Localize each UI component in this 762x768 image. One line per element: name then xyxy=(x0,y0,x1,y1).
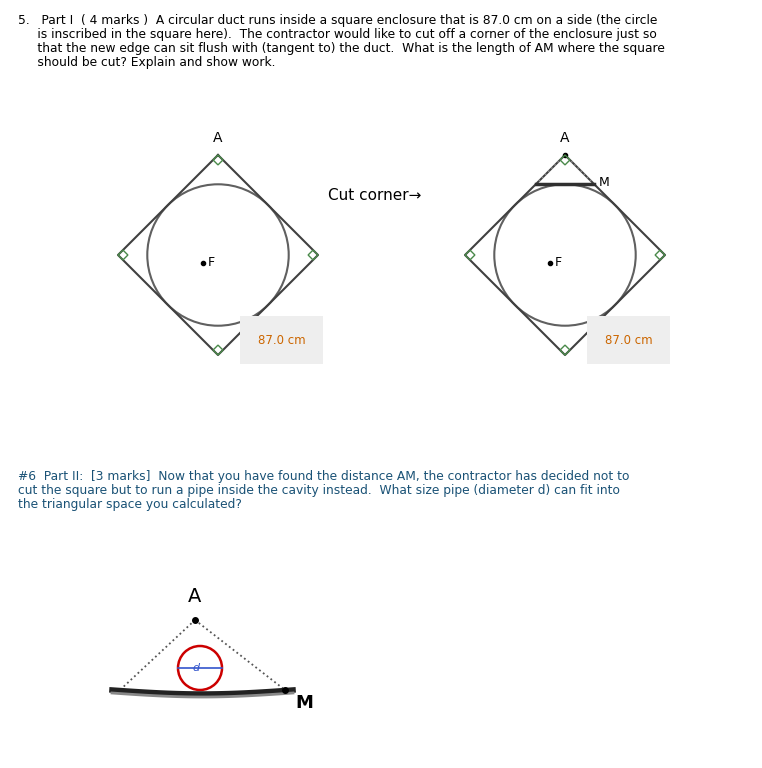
Text: 5.   Part I  ( 4 marks )  A circular duct runs inside a square enclosure that is: 5. Part I ( 4 marks ) A circular duct ru… xyxy=(18,14,658,27)
Text: that the new edge can sit flush with (tangent to) the duct.  What is the length : that the new edge can sit flush with (ta… xyxy=(18,42,665,55)
Text: cut the square but to run a pipe inside the cavity instead.  What size pipe (dia: cut the square but to run a pipe inside … xyxy=(18,484,620,497)
Text: d: d xyxy=(193,663,200,673)
Text: 87.0 cm: 87.0 cm xyxy=(258,333,306,346)
Text: A: A xyxy=(213,131,223,145)
Text: A: A xyxy=(188,587,202,606)
Text: M: M xyxy=(295,694,313,712)
Text: F: F xyxy=(208,257,215,270)
Text: A: A xyxy=(560,131,570,145)
Text: Cut corner→: Cut corner→ xyxy=(328,187,421,203)
Text: #6  Part II:  [3 marks]  Now that you have found the distance AM, the contractor: #6 Part II: [3 marks] Now that you have … xyxy=(18,470,629,483)
Text: should be cut? Explain and show work.: should be cut? Explain and show work. xyxy=(18,56,276,69)
Text: 87.0 cm: 87.0 cm xyxy=(605,333,652,346)
Text: F: F xyxy=(555,257,562,270)
Text: M: M xyxy=(598,176,609,189)
Text: the triangular space you calculated?: the triangular space you calculated? xyxy=(18,498,242,511)
Text: is inscribed in the square here).  The contractor would like to cut off a corner: is inscribed in the square here). The co… xyxy=(18,28,657,41)
